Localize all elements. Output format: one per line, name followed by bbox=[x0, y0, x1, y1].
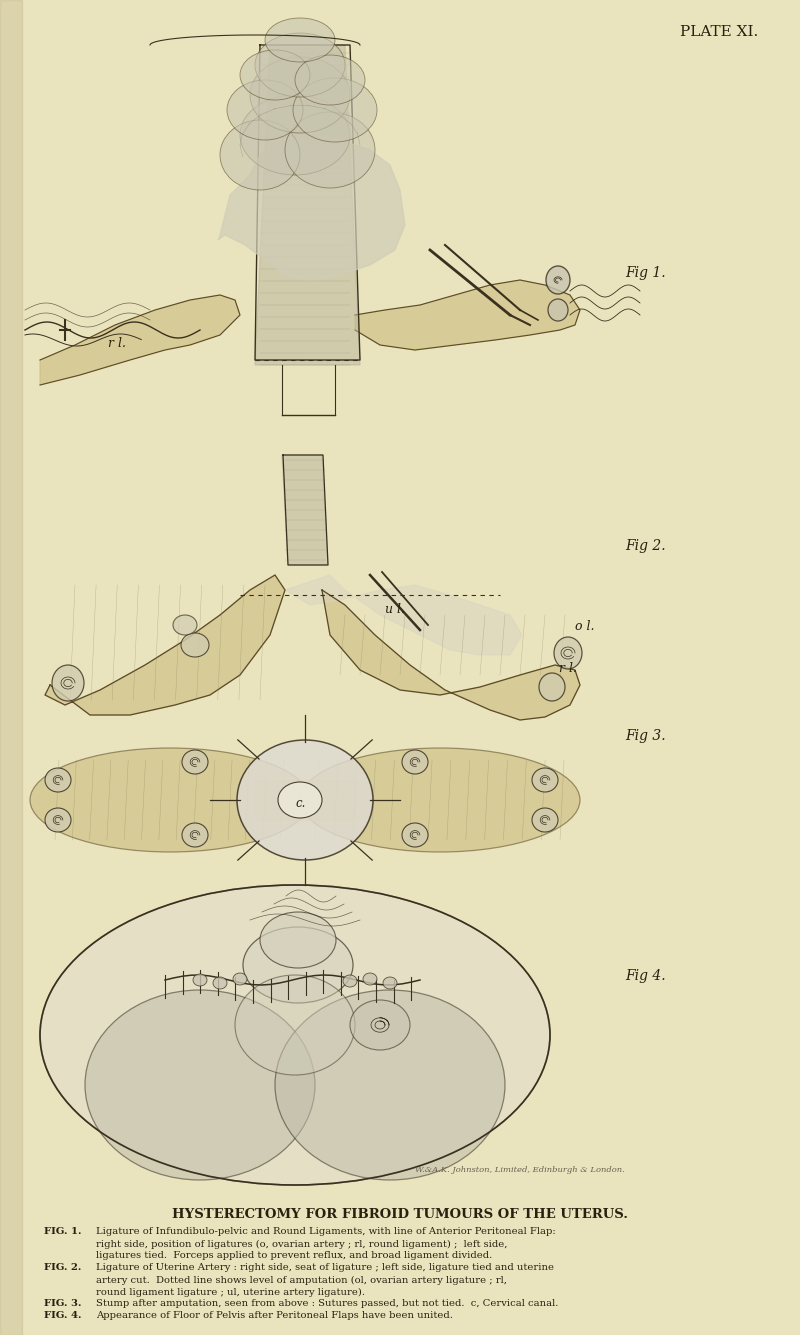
Polygon shape bbox=[285, 575, 522, 655]
Polygon shape bbox=[45, 575, 285, 716]
Text: Ligature of Infundibulo-pelvic and Round Ligaments, with line of Anterior Perito: Ligature of Infundibulo-pelvic and Round… bbox=[96, 1227, 556, 1236]
Text: PLATE XI.: PLATE XI. bbox=[680, 25, 758, 39]
Polygon shape bbox=[282, 455, 328, 565]
Text: HYSTERECTOMY FOR FIBROID TUMOURS OF THE UTERUS.: HYSTERECTOMY FOR FIBROID TUMOURS OF THE … bbox=[172, 1208, 628, 1222]
Ellipse shape bbox=[45, 768, 71, 792]
Ellipse shape bbox=[233, 973, 247, 985]
Ellipse shape bbox=[213, 977, 227, 989]
Ellipse shape bbox=[227, 80, 303, 140]
Ellipse shape bbox=[173, 615, 197, 635]
Text: r l.: r l. bbox=[559, 662, 577, 676]
Polygon shape bbox=[218, 129, 405, 280]
Polygon shape bbox=[0, 0, 22, 1335]
Ellipse shape bbox=[193, 975, 207, 987]
Ellipse shape bbox=[255, 33, 345, 97]
Text: FIG. 4.: FIG. 4. bbox=[44, 1311, 82, 1319]
Polygon shape bbox=[255, 45, 360, 364]
Ellipse shape bbox=[182, 750, 208, 774]
Polygon shape bbox=[255, 780, 355, 820]
Ellipse shape bbox=[243, 926, 353, 1003]
Text: FIG. 1.: FIG. 1. bbox=[44, 1227, 82, 1236]
Ellipse shape bbox=[285, 112, 375, 188]
Ellipse shape bbox=[260, 912, 336, 968]
Polygon shape bbox=[355, 280, 580, 350]
Text: ligatures tied.  Forceps applied to prevent reflux, and broad ligament divided.: ligatures tied. Forceps applied to preve… bbox=[96, 1251, 492, 1260]
Text: u l.: u l. bbox=[385, 603, 405, 615]
Text: Fig 4.: Fig 4. bbox=[625, 969, 666, 983]
Text: o l.: o l. bbox=[575, 619, 594, 633]
Text: Fig 1.: Fig 1. bbox=[625, 266, 666, 280]
Text: FIG. 2.: FIG. 2. bbox=[44, 1263, 82, 1272]
Ellipse shape bbox=[220, 120, 300, 190]
Ellipse shape bbox=[539, 673, 565, 701]
Ellipse shape bbox=[240, 49, 310, 100]
Text: FIG. 3.: FIG. 3. bbox=[44, 1299, 82, 1307]
Ellipse shape bbox=[30, 748, 310, 852]
Text: round ligament ligature ; ul, uterine artery ligature).: round ligament ligature ; ul, uterine ar… bbox=[96, 1287, 365, 1296]
Ellipse shape bbox=[40, 885, 550, 1185]
Text: Appearance of Floor of Pelvis after Peritoneal Flaps have been united.: Appearance of Floor of Pelvis after Peri… bbox=[96, 1311, 453, 1319]
Ellipse shape bbox=[182, 822, 208, 846]
Text: Ligature of Uterine Artery : right side, seat of ligature ; left side, ligature : Ligature of Uterine Artery : right side,… bbox=[96, 1263, 554, 1272]
Ellipse shape bbox=[383, 977, 397, 989]
Ellipse shape bbox=[343, 975, 357, 987]
Ellipse shape bbox=[363, 973, 377, 985]
Polygon shape bbox=[322, 590, 580, 720]
Ellipse shape bbox=[235, 975, 355, 1075]
Text: right side, position of ligatures (o, ovarian artery ; rl, round ligament) ;  le: right side, position of ligatures (o, ov… bbox=[96, 1239, 507, 1248]
Text: artery cut.  Dotted line shows level of amputation (ol, ovarian artery ligature : artery cut. Dotted line shows level of a… bbox=[96, 1275, 507, 1284]
Text: r l.: r l. bbox=[108, 336, 126, 350]
Ellipse shape bbox=[295, 55, 365, 105]
Ellipse shape bbox=[554, 637, 582, 669]
Ellipse shape bbox=[250, 57, 350, 134]
Ellipse shape bbox=[237, 740, 373, 860]
Ellipse shape bbox=[181, 633, 209, 657]
Ellipse shape bbox=[45, 808, 71, 832]
Text: Stump after amputation, seen from above : Sutures passed, but not tied.  c, Cerv: Stump after amputation, seen from above … bbox=[96, 1299, 558, 1307]
Ellipse shape bbox=[402, 822, 428, 846]
Text: Fig 3.: Fig 3. bbox=[625, 729, 666, 744]
Text: c.: c. bbox=[295, 797, 306, 810]
Ellipse shape bbox=[532, 768, 558, 792]
Ellipse shape bbox=[265, 17, 335, 61]
Polygon shape bbox=[40, 295, 240, 384]
Ellipse shape bbox=[275, 991, 505, 1180]
Ellipse shape bbox=[278, 782, 322, 818]
Ellipse shape bbox=[52, 665, 84, 701]
Ellipse shape bbox=[300, 748, 580, 852]
Ellipse shape bbox=[293, 77, 377, 142]
Ellipse shape bbox=[85, 991, 315, 1180]
Text: Fig 2.: Fig 2. bbox=[625, 539, 666, 553]
Text: W.&A.K. Johnston, Limited, Edinburgh & London.: W.&A.K. Johnston, Limited, Edinburgh & L… bbox=[415, 1165, 625, 1173]
Ellipse shape bbox=[240, 95, 350, 175]
Ellipse shape bbox=[402, 750, 428, 774]
Ellipse shape bbox=[548, 299, 568, 320]
Ellipse shape bbox=[350, 1000, 410, 1051]
Ellipse shape bbox=[546, 266, 570, 294]
Ellipse shape bbox=[532, 808, 558, 832]
